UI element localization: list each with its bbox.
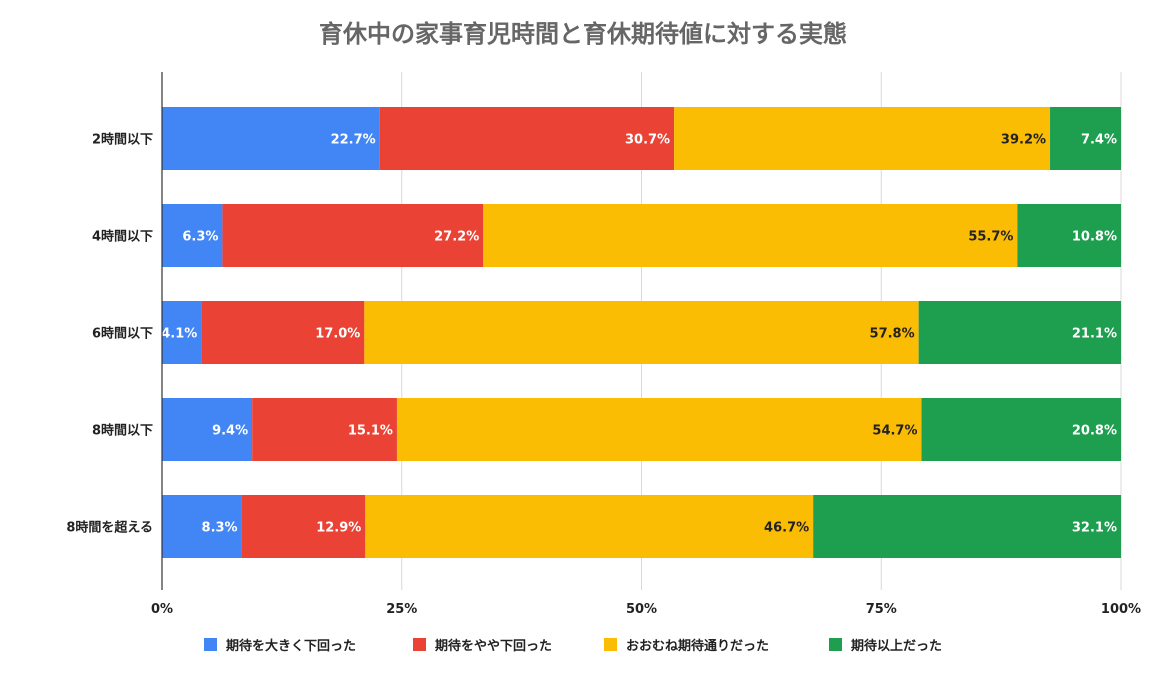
data-label: 12.9% [316,521,361,536]
bar-segment [162,495,242,558]
data-label: 10.8% [1072,230,1117,245]
category-label: 4時間以下 [92,229,153,245]
bar-segment [365,495,814,558]
bar-segment [162,301,202,364]
data-label: 7.4% [1081,133,1117,148]
category-label: 6時間以下 [92,326,153,342]
data-label: 32.1% [1072,521,1117,536]
data-label: 21.1% [1072,327,1117,342]
bar-segment [379,107,675,170]
bar-segment [921,398,1121,461]
category-label: 2時間以下 [92,132,153,148]
category-label: 8時間以下 [92,423,153,439]
axes: 2時間以下 4時間以下 6時間以下 8時間以下 8時間を超える 0% 25% 50% 75% 10… [66,72,1141,617]
data-label: 27.2% [434,230,479,245]
category-label: 8時間を超える [66,520,153,536]
bar-segment [674,107,1051,170]
data-label: 57.8% [870,327,915,342]
data-label: 8.3% [202,521,238,536]
bar-segment [162,107,380,170]
data-label: 20.8% [1072,424,1117,439]
legend-swatch [604,638,617,651]
legend-label: おおむね期待通りだった [626,638,769,654]
legend-label: 期待をやや下回った [435,638,552,654]
bar-segment [364,301,919,364]
bar-segment [1017,204,1121,267]
data-label: 30.7% [625,133,670,148]
bar-segment [162,398,253,461]
data-label: 55.7% [968,230,1013,245]
bar-segment [252,398,397,461]
x-tick-label: 100% [1101,602,1141,617]
data-label: 9.4% [212,424,248,439]
legend-swatch [829,638,842,651]
bar-segment [396,398,922,461]
bar-segment [201,301,365,364]
chart-title: 育休中の家事育児時間と育休期待値に対する実態 [319,20,847,48]
bar-segment [918,301,1121,364]
x-tick-label: 75% [866,602,897,617]
data-label: 22.7% [331,133,376,148]
bar-segment [483,204,1018,267]
x-tick-label: 0% [151,602,173,617]
x-tick-label: 25% [386,602,417,617]
legend-label: 期待以上だった [851,638,942,654]
data-label: 4.1% [161,327,197,342]
bar-segment [241,495,366,558]
data-label: 39.2% [1001,133,1046,148]
bar-segment [162,204,223,267]
bar-segment [1050,107,1121,170]
bars: 22.7% 30.7% 39.2% 7.4% 6.3% 27.2% 55.7% 10.8% 4.… [161,107,1121,558]
data-label: 46.7% [764,521,809,536]
data-label: 54.7% [872,424,917,439]
bar-segment [222,204,484,267]
data-label: 17.0% [315,327,360,342]
data-label: 15.1% [348,424,393,439]
legend: 期待を大きく下回った 期待をやや下回った おおむね期待通りだった 期待以上だった [204,638,942,654]
x-tick-label: 50% [626,602,657,617]
legend-swatch [204,638,217,651]
bar-segment [813,495,1121,558]
legend-label: 期待を大きく下回った [226,638,356,654]
data-label: 6.3% [182,230,218,245]
legend-swatch [413,638,426,651]
